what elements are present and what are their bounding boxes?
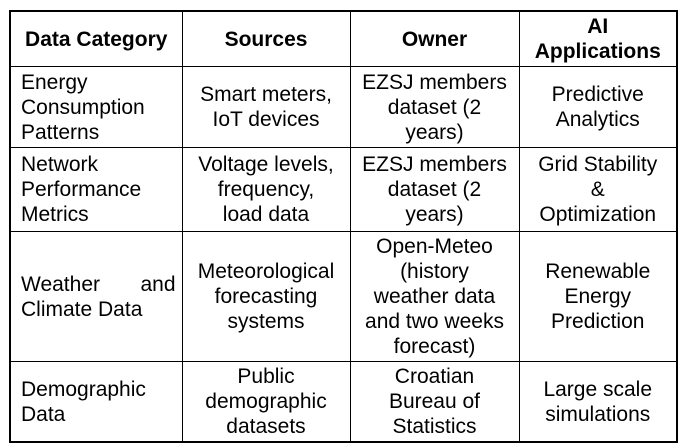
cell-owner: EZSJ members dataset (2 years) <box>349 147 520 232</box>
table-row-energy-consumption: Energy Consumption Patterns Smart meters… <box>9 66 678 148</box>
cell-sources: Voltage levels, frequency, load data <box>181 147 351 232</box>
cell-sources: Smart meters, IoT devices <box>181 66 351 148</box>
table-row-weather-climate: Weather and Climate Data Meteorological … <box>9 231 678 362</box>
cell-ai-applications: Predictive Analytics <box>518 66 678 148</box>
cell-category: Demographic Data <box>9 361 183 443</box>
cell-sources: Meteorological forecasting systems <box>181 231 351 362</box>
table-row-demographic: Demographic Data Public demographic data… <box>9 361 678 443</box>
cell-category: Network Performance Metrics <box>9 147 183 232</box>
cell-owner: EZSJ members dataset (2 years) <box>349 66 520 148</box>
column-header-ai-applications: AI Applications <box>518 10 678 67</box>
header-row: Data Category Sources Owner AI Applicati… <box>9 10 678 67</box>
cell-ai-applications: Large scale simulations <box>518 361 678 443</box>
column-header-sources: Sources <box>181 10 351 67</box>
cell-owner: Open-Meteo (history weather data and two… <box>349 231 520 362</box>
table-row-network-performance: Network Performance Metrics Voltage leve… <box>9 147 678 232</box>
column-header-data-category: Data Category <box>9 10 183 67</box>
cell-category: Energy Consumption Patterns <box>9 66 183 148</box>
cell-category: Weather and Climate Data <box>9 231 183 362</box>
cell-ai-applications: Renewable Energy Prediction <box>518 231 678 362</box>
cell-ai-applications: Grid Stability & Optimization <box>518 147 678 232</box>
column-header-owner: Owner <box>349 10 520 67</box>
cell-owner: Croatian Bureau of Statistics <box>349 361 520 443</box>
cell-sources: Public demographic datasets <box>181 361 351 443</box>
data-overview-table: Data Category Sources Owner AI Applicati… <box>9 10 678 443</box>
